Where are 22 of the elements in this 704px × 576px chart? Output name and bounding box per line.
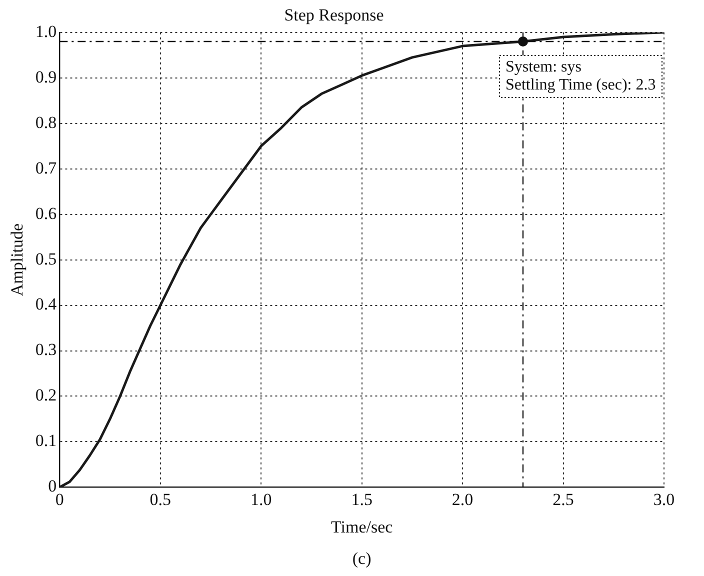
y-tick-label: 0 <box>48 476 57 496</box>
x-tick-label: 1.5 <box>351 490 372 509</box>
y-tick-label: 0.1 <box>35 431 57 450</box>
x-tick-label: 2.0 <box>452 490 474 509</box>
x-axis-title: Time/sec <box>330 517 394 536</box>
annotation: System: sys Settling Time (sec): 2.3 <box>505 58 656 94</box>
y-tick-label: 0.7 <box>35 158 58 178</box>
y-tick-label: 0.5 <box>35 249 57 268</box>
y-tick-label: 0.3 <box>35 340 57 360</box>
y-tick-label: 0.9 <box>35 67 57 86</box>
x-tick-label: 2.5 <box>552 490 574 509</box>
y-tick-label: 0.2 <box>35 386 57 405</box>
text: (c) <box>352 548 372 568</box>
x-tick-label: 1.0 <box>250 490 272 509</box>
y-tick-label: 0.4 <box>35 294 58 314</box>
y-tick-label: 0.8 <box>35 112 57 132</box>
x-tick-label: 0.5 <box>150 490 171 509</box>
y-axis-title: Amplitude <box>8 223 27 296</box>
y-tick-label: 0.6 <box>35 204 57 223</box>
x-tick-label: 3.0 <box>653 490 675 509</box>
y-tick-label: 1.0 <box>35 22 57 41</box>
chart-title: Step Response <box>284 6 384 25</box>
